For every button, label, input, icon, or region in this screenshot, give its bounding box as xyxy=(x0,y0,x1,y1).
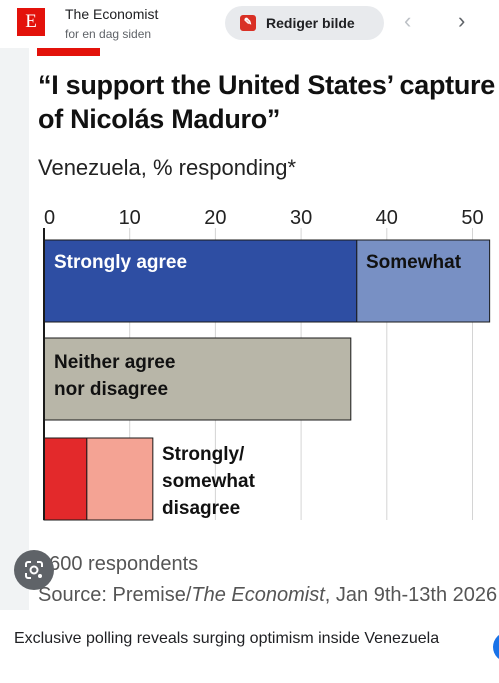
page-background xyxy=(0,48,29,610)
x-tick-label: 0 xyxy=(44,207,55,229)
bar-label: nor disagree xyxy=(54,379,168,400)
chevron-right-icon[interactable]: › xyxy=(458,8,466,33)
chart-footnote: 1600 respondents xyxy=(38,553,199,575)
bar-segment xyxy=(356,239,491,323)
chart-title: “I support the United States’ capture of… xyxy=(38,70,495,134)
x-tick-label: 30 xyxy=(290,207,312,229)
image-caption[interactable]: Exclusive polling reveals surging optimi… xyxy=(14,630,440,647)
bar-label: Neither agree xyxy=(54,352,175,373)
x-tick-label: 20 xyxy=(204,207,226,229)
bar-label: disagree xyxy=(162,498,240,519)
x-tick-label: 40 xyxy=(376,207,398,229)
source-name[interactable]: The Economist xyxy=(65,6,159,22)
bar-label: Strongly/ xyxy=(162,444,245,465)
bar-chart: 0 10 20 30 40 50 Strongly agree Somewhat Neither… xyxy=(43,207,491,521)
chart-image[interactable]: “I support the United States’ capture of… xyxy=(29,48,499,610)
pdf-edit-icon: ✎ xyxy=(240,15,256,31)
bar-label: Strongly agree xyxy=(54,252,187,273)
image-viewer-header: E The Economist for en dag siden ✎ Redig… xyxy=(0,0,499,48)
action-button[interactable] xyxy=(493,632,499,662)
chevron-left-icon[interactable]: ‹ xyxy=(404,8,412,33)
edit-image-label: Rediger bilde xyxy=(266,15,355,31)
chart-source: Source: Premise/The Economist, Jan 9th-1… xyxy=(38,584,497,607)
source-time: for en dag siden xyxy=(65,27,152,41)
source-prefix: Source: Premise/ xyxy=(38,584,192,606)
bar-segment xyxy=(43,337,352,421)
google-lens-button[interactable] xyxy=(14,550,54,590)
bar-segment xyxy=(43,239,358,323)
economist-red-rule xyxy=(37,48,100,56)
bar-segment xyxy=(43,437,88,521)
bar-segment xyxy=(86,437,154,521)
bar-label: Somewhat xyxy=(366,252,462,273)
bar-label: somewhat xyxy=(162,471,256,492)
edit-image-button[interactable]: ✎ Rediger bilde xyxy=(225,6,384,40)
chart-subtitle: Venezuela, % responding* xyxy=(38,155,297,180)
x-tick-label: 10 xyxy=(119,207,141,229)
lens-icon xyxy=(25,561,43,579)
economist-logo[interactable]: E xyxy=(17,8,45,36)
source-suffix: , Jan 9th-13th 2026 xyxy=(324,584,498,606)
x-tick-label: 50 xyxy=(461,207,483,229)
source-italic: The Economist xyxy=(191,584,325,606)
